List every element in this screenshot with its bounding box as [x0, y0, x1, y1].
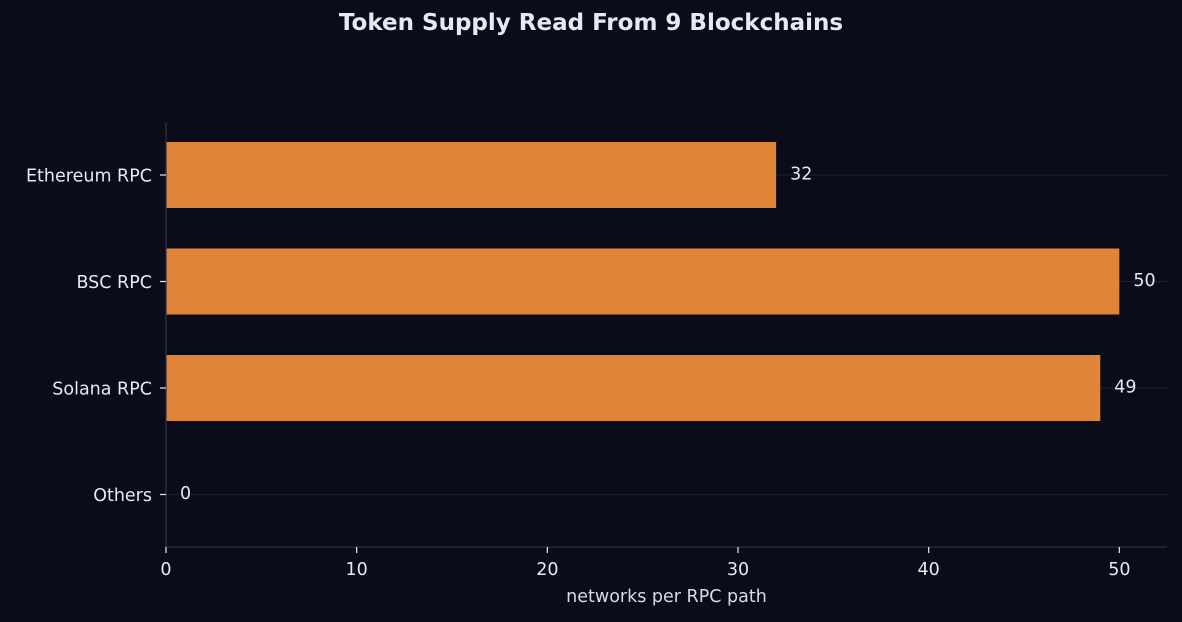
value-label: 32	[790, 165, 812, 185]
x-tick-label: 0	[160, 560, 171, 580]
x-tick-label: 50	[1108, 560, 1130, 580]
y-tick-label: BSC RPC	[76, 273, 152, 293]
bar-ethereum-rpc	[166, 142, 777, 208]
x-tick-label: 40	[918, 560, 940, 580]
bars	[166, 142, 1120, 421]
bar-bsc-rpc	[166, 248, 1120, 315]
x-axis-label: networks per RPC path	[566, 587, 767, 607]
x-tick-label: 10	[346, 560, 368, 580]
grid-lines	[166, 174, 1167, 496]
value-label: 50	[1133, 271, 1155, 291]
value-label: 0	[180, 484, 191, 504]
chart-title: Token Supply Read From 9 Blockchains	[338, 10, 844, 36]
labels: Ethereum RPC BSC RPC Solana RPC Others 0 10 20…	[26, 165, 1156, 608]
x-tick-label: 20	[536, 560, 558, 580]
y-tick-label: Others	[93, 486, 152, 506]
x-tick-label: 30	[727, 560, 749, 580]
y-tick-label: Solana RPC	[52, 380, 152, 400]
y-tick-label: Ethereum RPC	[26, 167, 152, 187]
value-label: 49	[1114, 378, 1136, 398]
bar-solana-rpc	[166, 355, 1101, 421]
axes	[160, 122, 1167, 553]
